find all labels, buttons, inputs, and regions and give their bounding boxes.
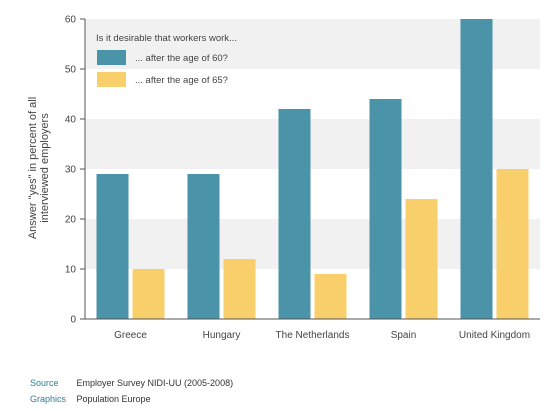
bar-age65 [132, 269, 165, 319]
y-tick-label: 30 [65, 165, 77, 176]
y-tick-label: 20 [65, 215, 77, 226]
bar-age60 [278, 109, 311, 319]
legend-title: Is it desirable that workers work... [96, 33, 237, 44]
y-tick-label: 10 [65, 265, 77, 276]
x-tick-label: The Netherlands [276, 330, 350, 341]
bar-age60 [187, 174, 220, 319]
y-tick-label: 50 [65, 65, 77, 76]
legend-swatch-65 [97, 72, 126, 87]
bar-age65 [223, 259, 256, 319]
source-line: Source Employer Survey NIDI-UU (2005-200… [30, 378, 233, 388]
x-tick-label: Greece [114, 330, 147, 341]
y-axis-title-line1: Answer "yes" in percent of all [27, 97, 39, 239]
y-axis: 0 10 20 30 40 50 60 [65, 15, 86, 326]
y-tick-label: 60 [65, 15, 77, 26]
y-axis-title-line2: interviewed employers [39, 113, 51, 223]
bar-chart: 0 10 20 30 40 50 60 Greece Hungary The Netherlan… [27, 15, 540, 341]
legend-label-65: ... after the age of 65? [135, 75, 228, 86]
graphics-label: Graphics [30, 394, 67, 404]
y-tick-label: 40 [65, 115, 77, 126]
y-axis-title: Answer "yes" in percent of all interview… [27, 97, 51, 239]
x-tick-label: Hungary [203, 330, 241, 341]
source-text: Employer Survey NIDI-UU (2005-2008) [76, 378, 234, 388]
graphics-line: Graphics Population Europe [30, 394, 151, 404]
bar-age60 [460, 19, 493, 319]
x-tick-label: United Kingdom [459, 330, 530, 341]
bar-age65 [314, 274, 347, 319]
x-axis: Greece Hungary The Netherlands Spain United … [85, 318, 540, 341]
source-label: Source [30, 378, 59, 388]
bar-age65 [405, 199, 438, 319]
bars [96, 19, 529, 319]
bar-age60 [96, 174, 129, 319]
legend-label-60: ... after the age of 60? [135, 53, 228, 64]
bar-age60 [369, 99, 402, 319]
legend: Is it desirable that workers work... ...… [96, 33, 237, 87]
graphics-text: Population Europe [76, 394, 151, 404]
bar-age65 [496, 169, 529, 319]
legend-swatch-60 [97, 50, 126, 65]
y-tick-label: 0 [70, 315, 76, 326]
x-tick-label: Spain [391, 330, 417, 341]
